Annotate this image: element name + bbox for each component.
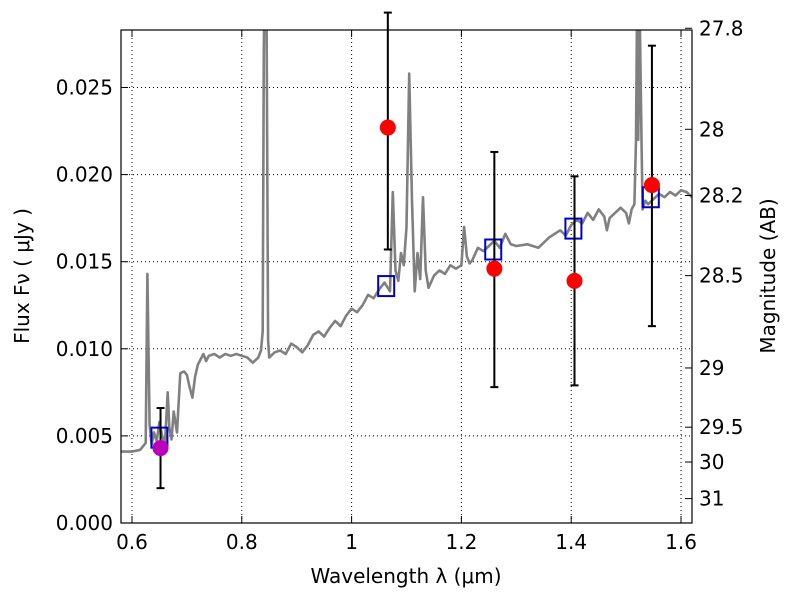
y2-tick-label: 28.5 bbox=[699, 264, 744, 288]
y-tick-label: 0.000 bbox=[56, 511, 113, 535]
y-tick-label: 0.020 bbox=[56, 163, 113, 187]
observed-flux-marker bbox=[643, 177, 660, 194]
y2-tick-label: 27.8 bbox=[699, 16, 744, 40]
grid bbox=[121, 30, 692, 524]
x-tick-label: 0.6 bbox=[116, 530, 148, 554]
y-axis-label: Flux Fν ( μJy ) bbox=[10, 208, 34, 344]
y2-tick-label: 29.5 bbox=[699, 415, 744, 439]
error-bars bbox=[152, 11, 660, 490]
x-tick-label: 1.2 bbox=[445, 530, 477, 554]
x-axis-label: Wavelength λ (μm) bbox=[310, 564, 501, 588]
spectrum-line bbox=[121, 30, 692, 453]
y2-tick-label: 28.2 bbox=[699, 183, 744, 207]
x-tick-label: 1.4 bbox=[555, 530, 587, 554]
axis-ticks: 0.6 0.8 1 1.2 1.4 1.6 0.000 0.005 0.010 0.015 0.02… bbox=[56, 16, 744, 554]
plot-area bbox=[121, 30, 692, 453]
y-tick-label: 0.010 bbox=[56, 337, 113, 361]
y-tick-label: 0.005 bbox=[56, 424, 113, 448]
y2-tick-label: 30 bbox=[699, 450, 724, 474]
x-tick-label: 1 bbox=[345, 530, 358, 554]
observed-flux-marker bbox=[379, 119, 396, 136]
y2-axis-label: Magnitude (AB) bbox=[756, 198, 780, 353]
y-tick-label: 0.025 bbox=[56, 75, 113, 99]
observed-flux-marker bbox=[566, 272, 583, 289]
y-tick-label: 0.015 bbox=[56, 250, 113, 274]
observed-flux-marker bbox=[152, 440, 169, 457]
model-photometry-marker bbox=[377, 275, 396, 298]
model-photometry-marker bbox=[484, 238, 503, 261]
y2-tick-label: 28 bbox=[699, 117, 724, 141]
y2-tick-label: 31 bbox=[699, 487, 724, 511]
y2-tick-label: 29 bbox=[699, 356, 724, 380]
observed-flux-marker bbox=[486, 260, 503, 277]
x-tick-label: 1.6 bbox=[665, 530, 697, 554]
plot-frame bbox=[120, 29, 693, 524]
x-tick-label: 0.8 bbox=[226, 530, 258, 554]
model-photometry-marker bbox=[564, 217, 583, 240]
